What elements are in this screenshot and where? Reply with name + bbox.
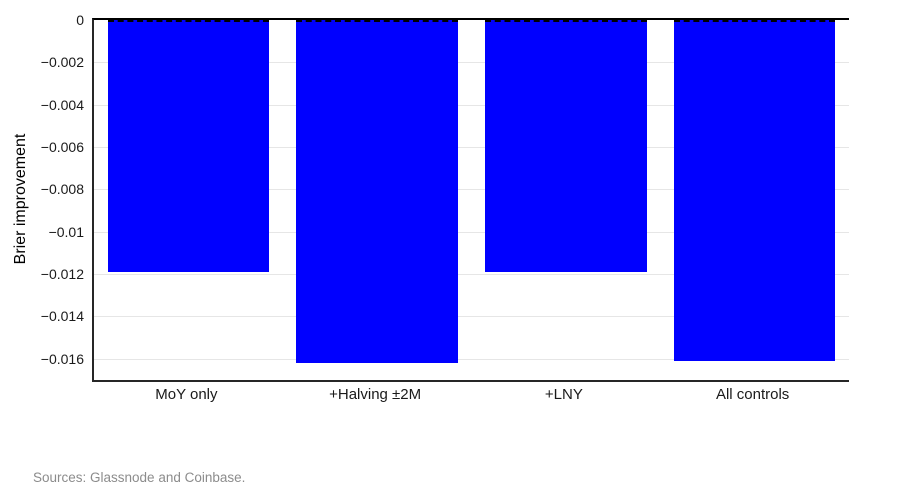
source-note: Sources: Glassnode and Coinbase.: [33, 470, 246, 485]
x-tick-label: +Halving ±2M: [329, 386, 422, 403]
y-tick-label: −0.012: [40, 266, 84, 283]
x-tick-label: +LNY: [544, 386, 583, 403]
x-tick-label: All controls: [715, 386, 790, 403]
gridline: [94, 62, 849, 64]
bar: [673, 20, 836, 361]
x-axis-tick-labels: MoY only +Halving ±2M +LNY All controls: [92, 386, 847, 408]
y-tick-label: −0.002: [40, 54, 84, 71]
gridline: [94, 358, 849, 360]
bar: [485, 20, 647, 272]
x-tick-label: MoY only: [155, 386, 218, 403]
y-tick-label: −0.01: [48, 223, 84, 240]
plot-area: [92, 18, 849, 382]
y-tick-label: −0.016: [40, 350, 84, 367]
gridline: [94, 316, 849, 318]
y-tick-label: −0.014: [40, 308, 84, 325]
gridline: [94, 274, 849, 276]
bar: [296, 20, 458, 364]
y-tick-label: −0.006: [40, 139, 84, 156]
gridline: [94, 231, 849, 233]
gridline: [94, 189, 849, 191]
gridline: [94, 104, 849, 106]
y-tick-label: 0: [76, 12, 84, 28]
bar: [107, 20, 270, 272]
y-axis-tick-labels: 0 −0.002 −0.004 −0.006 −0.008 −0.01 −0.012 −0.0…: [0, 12, 84, 380]
gridline: [94, 147, 849, 149]
y-tick-label: −0.004: [40, 96, 84, 113]
y-tick-label: −0.008: [40, 181, 84, 198]
